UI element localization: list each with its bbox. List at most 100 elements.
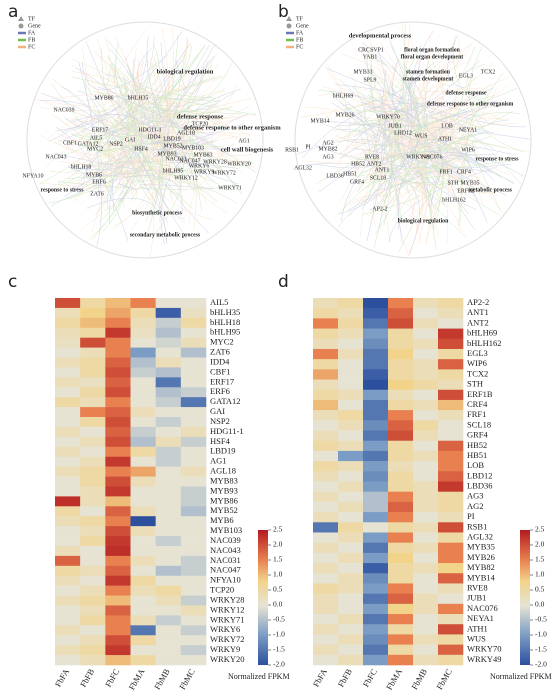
heatmap-cell [105, 526, 131, 537]
colorbar-tick-label: 1.5 [535, 555, 545, 564]
heatmap-cell [388, 644, 414, 656]
heatmap-cell [413, 491, 439, 503]
heatmap-cell [80, 555, 106, 567]
network-edge [168, 39, 188, 201]
network-edge [427, 100, 497, 153]
network-edge [124, 79, 164, 190]
heatmap-cell [413, 379, 439, 391]
network-edge [376, 126, 477, 210]
network-edge [97, 132, 250, 137]
heatmap-cell [80, 347, 106, 358]
network-edge [362, 69, 387, 162]
heatmap-cell [363, 461, 389, 472]
network-edge [154, 59, 190, 163]
heatmap-cell [55, 367, 81, 378]
network-edge [382, 123, 396, 226]
network-edge [316, 136, 399, 184]
heatmap-cell [80, 526, 106, 537]
network-edge [378, 115, 414, 127]
network-edge [380, 64, 464, 208]
heatmap-cell [363, 583, 389, 594]
row-label: TCP20 [210, 585, 234, 595]
row-label: CBF1 [210, 366, 230, 376]
network-edge [100, 92, 157, 130]
row-label: WRKY71 [210, 614, 244, 624]
gene-label: bHLH35 [128, 95, 149, 101]
network-edge [331, 102, 507, 196]
heatmap-cell [155, 496, 182, 507]
network-edge [70, 61, 157, 141]
heatmap-cell [388, 481, 414, 492]
network-edge [106, 82, 175, 147]
network-edge [423, 69, 437, 250]
heatmap-cell [363, 379, 389, 391]
row-label: AP2-2 [467, 297, 489, 307]
network-edge [71, 71, 167, 222]
heatmap-cell [180, 417, 207, 428]
row-label: IDD4 [210, 356, 230, 366]
network-edge [135, 134, 194, 182]
heatmap-cell [180, 397, 207, 408]
network-edge [40, 93, 168, 244]
heatmap-cell [313, 593, 339, 605]
network-edge [56, 40, 189, 147]
network-edge [109, 90, 225, 175]
network-edge [429, 87, 494, 116]
network-edge [364, 105, 425, 234]
gene-label: MYB52 [163, 143, 182, 149]
network-edge [412, 114, 491, 153]
row-label: CRF4 [467, 399, 488, 409]
network-edge [430, 152, 474, 208]
network-edge [387, 95, 495, 142]
network-edge [119, 127, 179, 158]
heatmap-cell [388, 471, 414, 482]
gene-label: MYB26 [335, 112, 354, 118]
heatmap-cell [363, 430, 389, 442]
heatmap-cell [80, 446, 106, 458]
network-edge [397, 100, 445, 206]
heatmap-cell [388, 318, 414, 329]
network-edge [73, 48, 145, 188]
row-label: MYB86 [210, 495, 238, 505]
row-label: SCL18 [467, 419, 491, 429]
colorbar-label: Normalized FPKM [228, 672, 290, 681]
heatmap-cell [338, 563, 364, 574]
gene-label: NAC076 [422, 154, 443, 160]
network-edge [343, 41, 455, 111]
row-label: AG1 [210, 456, 227, 466]
heatmap-cell [155, 645, 182, 656]
heatmap-cell [313, 603, 339, 615]
network-edge [322, 86, 389, 126]
network-edge [434, 136, 515, 185]
heatmap-cell [155, 595, 182, 606]
heatmap-cell [413, 552, 439, 564]
colorbar-tick-label: 0.5 [273, 585, 283, 594]
gene-label: AG1 [238, 138, 249, 144]
network-edge [100, 94, 164, 198]
network-edge [129, 90, 170, 120]
network-edge [335, 124, 530, 140]
network-edge [447, 34, 465, 89]
network-edge [64, 51, 149, 132]
gene-label: HSF4 [134, 146, 148, 152]
network-edge [367, 46, 467, 238]
network-edge [103, 137, 173, 174]
heatmap-cell [105, 486, 131, 497]
network-edge [107, 137, 185, 201]
heatmap-cell [338, 471, 364, 482]
heatmap-cell [338, 450, 364, 462]
row-label: LBD19 [210, 446, 236, 456]
network-edge [430, 91, 445, 146]
heatmap-cell [180, 456, 207, 467]
network-edge [105, 157, 122, 176]
network-edge [324, 64, 437, 106]
heatmap-cell [413, 542, 439, 554]
heatmap-cell [80, 436, 106, 448]
heatmap-cell [155, 476, 182, 487]
network-edge [359, 116, 431, 202]
network-edge [76, 67, 202, 178]
network-edge [386, 31, 421, 129]
heatmap-cell [105, 466, 131, 477]
heatmap-cell [55, 347, 81, 358]
network-edge [147, 37, 188, 121]
